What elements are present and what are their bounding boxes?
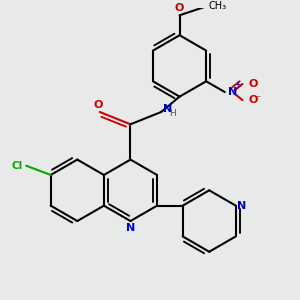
Text: N: N [126, 223, 135, 232]
Text: N: N [228, 87, 237, 97]
Text: +: + [234, 80, 240, 89]
Text: Cl: Cl [12, 161, 23, 171]
Text: ⁻: ⁻ [256, 94, 261, 104]
Text: O: O [248, 95, 258, 105]
Text: O: O [175, 3, 184, 13]
Text: O: O [248, 79, 258, 89]
Text: N: N [237, 201, 247, 211]
Text: O: O [94, 100, 103, 110]
Text: H: H [169, 110, 176, 118]
Text: CH₃: CH₃ [209, 1, 227, 11]
Text: N: N [163, 104, 172, 114]
